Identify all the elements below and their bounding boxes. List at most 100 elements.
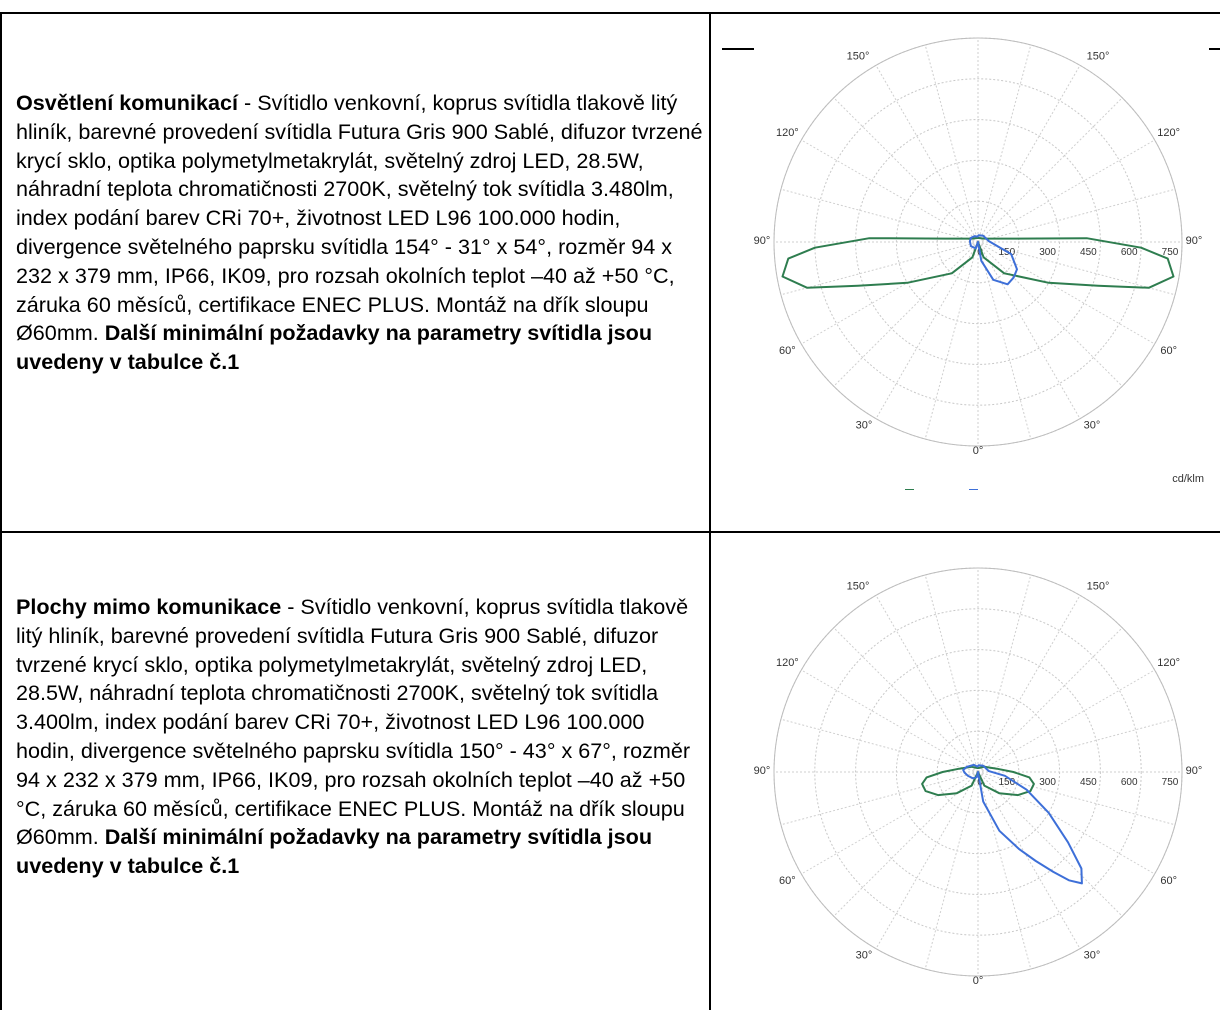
grid-spoke: [924, 574, 979, 773]
angle-label: 150°: [1087, 50, 1110, 62]
grid-spoke: [924, 771, 979, 970]
grid-spoke: [833, 97, 979, 243]
series-curve-90-270: [968, 234, 1018, 286]
row-2-title: Plochy mimo komunikace: [16, 594, 282, 619]
grid-spoke: [801, 771, 979, 875]
grid-spoke: [924, 44, 979, 243]
grid-spoke: [801, 669, 979, 773]
angle-label: 120°: [776, 127, 799, 139]
grid-spoke: [977, 669, 1155, 773]
angle-label: 120°: [1157, 657, 1180, 669]
angle-label: 150°: [1087, 580, 1110, 592]
table-column-divider: [709, 12, 711, 1010]
polar-chart-2: 180° 150° 150° 120° 120° 90° 90° 60° 60° 30° 30° 0°…: [754, 560, 1203, 987]
angle-label: 0°: [973, 445, 984, 457]
radial-tick-label: 300: [1039, 777, 1056, 788]
grid-outer-circle: [773, 37, 1183, 447]
grid-spoke: [875, 241, 979, 419]
series-curve-0-180: [921, 765, 1035, 797]
grid-spoke: [875, 595, 979, 773]
angle-label: 90°: [754, 765, 771, 777]
angle-label: 30°: [856, 420, 873, 432]
grid-spoke: [977, 595, 1081, 773]
row-1-title: Osvětlení komunikací: [16, 90, 239, 115]
grid-spoke: [801, 139, 979, 243]
angle-label: 0°: [973, 975, 984, 987]
angle-label: 60°: [1160, 875, 1177, 887]
angle-label: 150°: [847, 580, 870, 592]
grid-spoke: [875, 771, 979, 949]
angle-label: 90°: [754, 235, 771, 247]
row-1-separator: -: [238, 90, 258, 115]
grid-spoke: [977, 771, 1032, 970]
grid-spoke: [833, 627, 979, 773]
angle-label: 30°: [1084, 420, 1101, 432]
row-1-requirements: Další minimální požadavky na parametry s…: [16, 320, 653, 375]
row-1-body: Svítidlo venkovní, koprus svítidla tlako…: [16, 90, 703, 346]
legend-label: 0-180°: [917, 489, 948, 490]
angle-label: 150°: [847, 50, 870, 62]
table-top-border: [0, 12, 1220, 14]
grid-spoke: [977, 241, 1081, 419]
angle-label: 30°: [1084, 950, 1101, 962]
series-curve-0-180: [781, 237, 1175, 289]
grid-spoke: [924, 241, 979, 440]
angle-label: 120°: [776, 657, 799, 669]
grid-spoke: [977, 97, 1123, 243]
angle-label: 30°: [856, 950, 873, 962]
row-2-requirements: Další minimální požadavky na parametry s…: [16, 824, 653, 879]
row-2-body: Svítidlo venkovní, koprus svítidla tlako…: [16, 594, 691, 850]
angle-label: 120°: [1157, 127, 1180, 139]
legend: 0-180° 90-270°: [905, 489, 1018, 490]
radial-tick-label: 600: [1121, 247, 1138, 258]
polar-chart-1: 180° 150° 150° 120° 120° 90° 90° 60° 60° 30° 30° 0°…: [754, 30, 1204, 490]
grid-spoke: [977, 241, 1032, 440]
angle-label: 60°: [1160, 345, 1177, 357]
angle-label: 180°: [967, 30, 990, 33]
radial-tick-label: 150: [998, 777, 1015, 788]
grid-spoke: [801, 241, 979, 345]
grid-spoke: [977, 139, 1155, 243]
grid-spoke: [833, 771, 979, 917]
grid-spoke: [780, 771, 979, 826]
grid-spoke: [977, 718, 1176, 773]
angle-label: 90°: [1186, 235, 1203, 247]
grid-spoke: [977, 188, 1176, 243]
angle-label: 60°: [779, 875, 796, 887]
unit-label: cd/klm: [1172, 473, 1204, 485]
grid-spoke: [977, 44, 1032, 243]
grid-circle: [855, 119, 1101, 365]
radial-tick-label: 300: [1039, 247, 1056, 258]
legend-label: 90-270°: [981, 489, 1018, 490]
angle-label: 180°: [967, 560, 990, 563]
grid-circle: [814, 608, 1142, 936]
grid-spoke: [977, 771, 1123, 917]
angle-label: 60°: [779, 345, 796, 357]
table-left-border: [0, 12, 2, 1010]
radial-tick-label: 450: [1080, 247, 1097, 258]
grid-spoke: [977, 627, 1123, 773]
grid-spoke: [833, 241, 979, 387]
angle-label: 90°: [1186, 765, 1203, 777]
table-row-divider: [0, 531, 1220, 533]
grid-spoke: [977, 574, 1032, 773]
grid-outer-circle: [773, 567, 1183, 977]
grid-spoke: [977, 65, 1081, 243]
row-2-separator: -: [281, 594, 301, 619]
row-1-description: Osvětlení komunikací - Svítidlo venkovní…: [16, 89, 706, 377]
grid-circle: [855, 649, 1101, 895]
grid-spoke: [875, 65, 979, 243]
radial-tick-label: 750: [1162, 247, 1179, 258]
radial-tick-label: 750: [1162, 777, 1179, 788]
grid-spoke: [780, 718, 979, 773]
chart-frame-tick-left: [722, 48, 754, 50]
grid-spoke: [977, 771, 1081, 949]
row-2-description: Plochy mimo komunikace - Svítidlo venkov…: [16, 593, 706, 881]
radial-tick-label: 450: [1080, 777, 1097, 788]
radial-tick-label: 600: [1121, 777, 1138, 788]
grid-spoke: [977, 241, 1123, 387]
series-curve-90-270: [962, 763, 1083, 885]
chart-frame-tick-right: [1209, 48, 1220, 50]
grid-circle: [814, 78, 1142, 406]
